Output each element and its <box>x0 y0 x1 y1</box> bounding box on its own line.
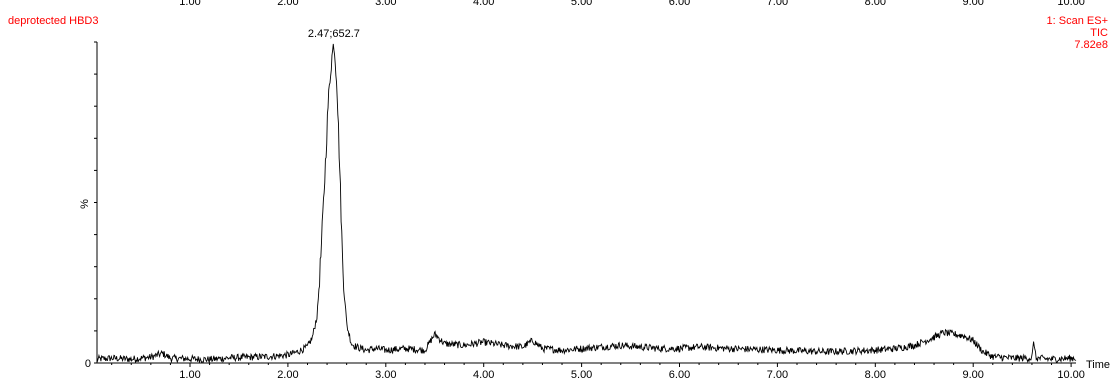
top-axis-tick-label: 9.00 <box>962 0 983 8</box>
sample-name-label: deprotected HBD3 <box>8 15 99 27</box>
top-axis-tick-label: 3.00 <box>375 0 396 8</box>
x-tick-label: 1.00 <box>179 369 200 381</box>
peak-annotations: 2.47;652.7 <box>308 28 360 40</box>
tic-trace-line <box>96 43 1077 365</box>
x-tick-label: 4.00 <box>473 369 494 381</box>
x-axis-ticks: 1.00 2.00 3.00 4.00 5.00 6.00 7.00 8.00 9.00 10.0… <box>111 363 1085 381</box>
x-tick-label: 8.00 <box>865 369 886 381</box>
intensity-max-label: 7.82e8 <box>1074 39 1108 51</box>
axes <box>96 42 1076 364</box>
y-axis-label: % <box>79 199 91 209</box>
x-tick-label: 9.00 <box>962 369 983 381</box>
y-tick-label: 0 <box>85 358 91 370</box>
top-axis-tick-label: 6.00 <box>669 0 690 8</box>
x-tick-label: 10.00 <box>1057 369 1085 381</box>
y-axis-ticks: 0 <box>85 41 97 370</box>
peak-label: 2.47;652.7 <box>308 28 360 40</box>
top-axis-tick-label: 2.00 <box>277 0 298 8</box>
x-tick-label: 3.00 <box>375 369 396 381</box>
top-axis-tick-labels: 1.00 2.00 3.00 4.00 5.00 6.00 7.00 8.00 9.00 10.0… <box>179 0 1085 8</box>
x-tick-label: 7.00 <box>767 369 788 381</box>
x-tick-label: 5.00 <box>571 369 592 381</box>
x-tick-label: 2.00 <box>277 369 298 381</box>
x-axis-label: Time <box>1086 359 1110 371</box>
top-axis-tick-label: 5.00 <box>571 0 592 8</box>
top-axis-tick-label: 4.00 <box>473 0 494 8</box>
top-axis-tick-label: 1.00 <box>179 0 200 8</box>
top-axis-tick-label: 8.00 <box>865 0 886 8</box>
scan-mode-label: 1: Scan ES+ <box>1047 15 1108 27</box>
top-axis-tick-label: 10.00 <box>1057 0 1085 8</box>
trace-group <box>96 43 1077 365</box>
trace-type-label: TIC <box>1090 27 1108 39</box>
x-tick-label: 6.00 <box>669 369 690 381</box>
top-axis-tick-label: 7.00 <box>767 0 788 8</box>
